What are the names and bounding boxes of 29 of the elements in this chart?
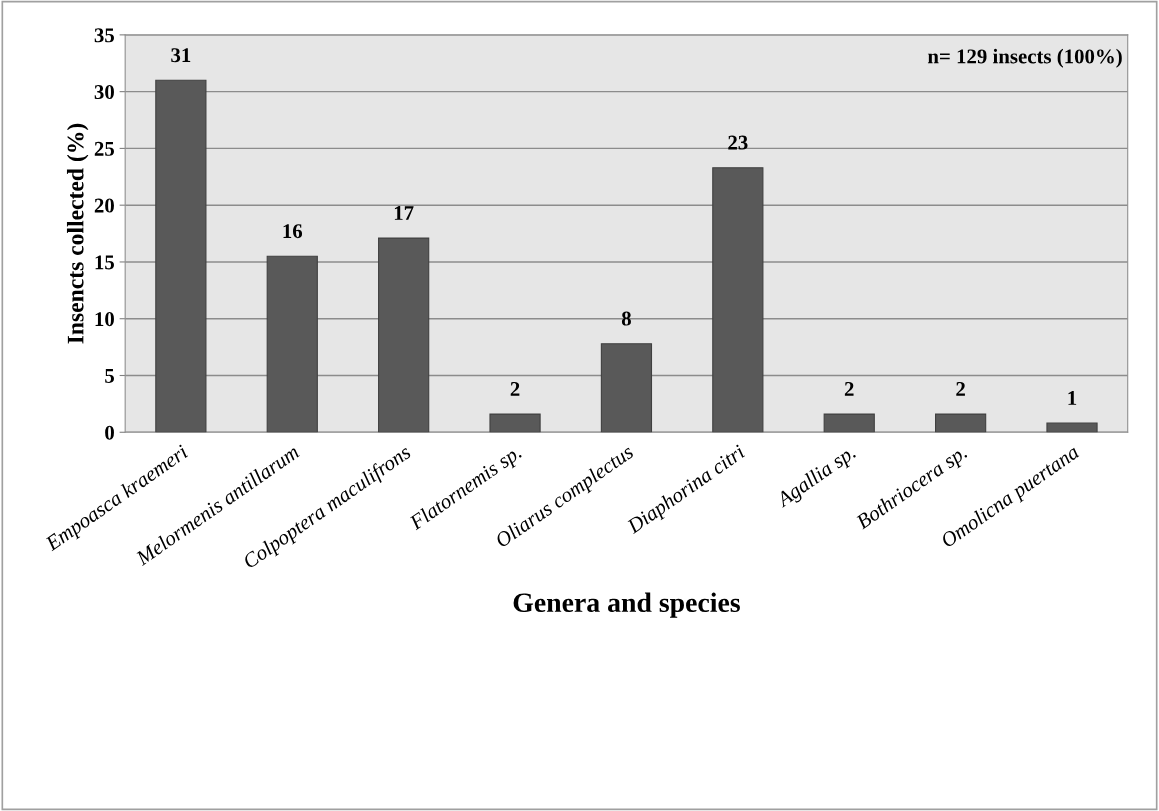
annotation: n= 129 insects (100%)	[927, 48, 1122, 68]
bar	[489, 413, 541, 433]
data-label: 23	[728, 135, 748, 150]
y-tick-label: 25	[94, 141, 114, 156]
bar	[600, 343, 653, 433]
bar	[155, 79, 207, 433]
y-tick-label: 0	[105, 425, 114, 440]
data-label: 2	[844, 381, 854, 396]
y-tick-label: 15	[95, 255, 114, 270]
data-label: 17	[394, 206, 414, 220]
bar	[823, 413, 875, 433]
data-label: 31	[171, 48, 191, 63]
y-tick-label: 20	[94, 198, 114, 213]
x-axis-title: Genera and species	[513, 592, 740, 618]
bar	[378, 237, 430, 433]
bar	[266, 255, 318, 433]
y-tick-label: 30	[94, 85, 114, 100]
bar	[934, 413, 987, 433]
y-tick-label: 35	[94, 28, 114, 43]
y-tick-label: 5	[105, 369, 114, 383]
data-label: 16	[283, 224, 303, 239]
y-tick-label: 10	[95, 312, 114, 327]
data-label: 2	[956, 381, 965, 396]
bar	[712, 167, 764, 433]
data-label: 1	[1068, 391, 1077, 405]
y-axis-title: Insencts collected (%)	[66, 123, 89, 344]
bar	[1046, 422, 1098, 433]
data-label: 2	[510, 381, 520, 396]
data-label: 8	[621, 311, 631, 326]
